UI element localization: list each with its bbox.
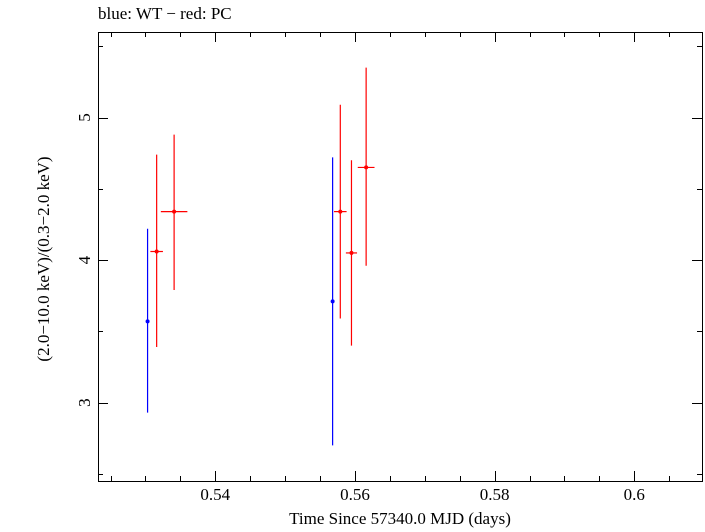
data-marks bbox=[145, 67, 375, 446]
point-marker bbox=[338, 209, 343, 214]
y-tick-label: 4 bbox=[75, 255, 94, 264]
chart-title: blue: WT − red: PC bbox=[98, 4, 232, 23]
x-tick-label: 0.54 bbox=[200, 485, 230, 504]
point-marker bbox=[364, 165, 369, 170]
data-point bbox=[345, 160, 358, 346]
y-tick-label: 5 bbox=[75, 113, 94, 122]
data-point bbox=[145, 228, 150, 413]
x-tick-label: 0.6 bbox=[624, 485, 645, 504]
point-marker bbox=[349, 250, 354, 255]
data-point bbox=[334, 104, 347, 319]
y-tick-label: 3 bbox=[75, 398, 94, 407]
axes: 0.54 0.56 0.58 0.6 3 4 5 bbox=[75, 32, 702, 504]
data-point bbox=[330, 157, 335, 446]
data-point bbox=[357, 67, 375, 266]
x-axis-label: Time Since 57340.0 MJD (days) bbox=[289, 509, 511, 528]
point-marker bbox=[145, 319, 150, 324]
plot-frame bbox=[98, 32, 703, 482]
data-point bbox=[160, 134, 188, 290]
data-point bbox=[150, 154, 163, 348]
point-marker bbox=[154, 249, 159, 254]
point-marker bbox=[330, 299, 335, 304]
x-tick-label: 0.56 bbox=[340, 485, 370, 504]
x-tick-label: 0.58 bbox=[480, 485, 510, 504]
point-marker bbox=[172, 209, 177, 214]
